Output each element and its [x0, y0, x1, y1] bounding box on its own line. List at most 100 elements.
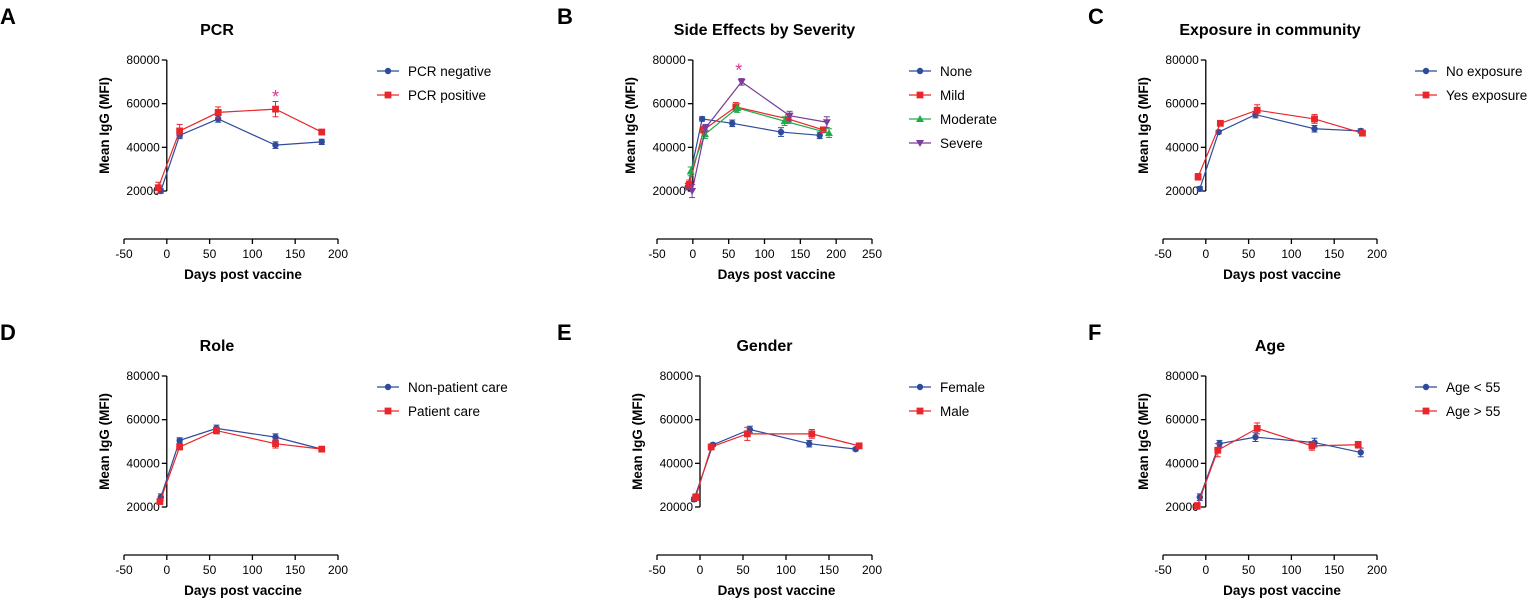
y-tick-label: 20000 — [126, 500, 160, 514]
y-tick-label: 20000 — [126, 184, 160, 198]
y-tick-label: 20000 — [660, 500, 694, 514]
data-point — [1194, 173, 1202, 181]
data-point — [822, 119, 831, 127]
legend-marker — [384, 383, 392, 391]
data-point — [1196, 185, 1204, 193]
x-tick-label: 50 — [1242, 247, 1256, 261]
data-point — [214, 109, 222, 116]
data-point — [819, 126, 827, 134]
y-tick-label: 40000 — [1165, 456, 1199, 470]
legend-item-age-55: Age > 55 — [1415, 404, 1500, 419]
x-tick-label: -50 — [1154, 563, 1172, 577]
chart-panel-b: B Side Effects by Severity 20000 40000 60000… — [557, 4, 997, 282]
series-line-severe — [691, 81, 827, 192]
data-point — [743, 430, 751, 438]
x-tick-label: 200 — [862, 563, 882, 577]
data-point — [688, 188, 697, 195]
series-line-pcr-positive — [157, 108, 323, 188]
x-axis-label: Days post vaccine — [1223, 267, 1341, 282]
data-point — [272, 141, 279, 149]
x-tick-label: 200 — [328, 247, 348, 261]
y-tick-label: 60000 — [660, 413, 694, 427]
legend-label: Patient care — [408, 404, 480, 419]
x-tick-label: 200 — [1367, 563, 1387, 577]
x-tick-label: 200 — [328, 563, 348, 577]
x-tick-label: 100 — [776, 563, 796, 577]
legend-label: Yes exposure — [1446, 88, 1527, 103]
data-point — [1354, 441, 1362, 449]
data-point — [272, 433, 279, 441]
x-tick-label: 150 — [285, 563, 305, 577]
data-point — [855, 442, 863, 450]
panel-letter: A — [0, 4, 16, 29]
y-tick-label: 40000 — [1165, 140, 1199, 154]
data-point — [272, 440, 279, 448]
data-point — [1193, 502, 1201, 510]
data-point — [176, 127, 184, 135]
legend-label: Moderate — [940, 112, 997, 127]
series-pcr-negative — [157, 115, 325, 195]
legend-label: Severe — [940, 136, 983, 151]
data-point — [1253, 106, 1261, 114]
data-point — [1252, 433, 1259, 441]
series-age-55 — [1196, 432, 1364, 501]
data-point — [154, 184, 162, 192]
x-tick-label: 50 — [203, 247, 217, 261]
data-point — [156, 498, 164, 505]
x-tick-label: 100 — [1281, 563, 1301, 577]
x-tick-label: 50 — [1242, 563, 1256, 577]
series-line-male — [695, 433, 860, 498]
legend-label: Male — [940, 404, 969, 419]
y-tick-label: 40000 — [126, 456, 160, 470]
legend-marker — [916, 140, 924, 147]
y-tick-label: 40000 — [652, 140, 686, 154]
data-point — [1359, 129, 1366, 137]
x-tick-label: 0 — [163, 563, 170, 577]
series-female — [690, 425, 859, 503]
data-point — [784, 115, 792, 123]
chart-panel-c: C Exposure in community 20000 40000 60000 800… — [1088, 4, 1527, 282]
chart-title: PCR — [200, 22, 234, 39]
legend-item-yes-exposure: Yes exposure — [1415, 88, 1527, 103]
y-tick-label: 80000 — [660, 369, 694, 383]
legend-marker — [916, 407, 924, 415]
x-tick-label: -50 — [115, 247, 133, 261]
legend-item-none: None — [909, 64, 972, 79]
legend-label: Mild — [940, 88, 965, 103]
x-axis-label: Days post vaccine — [184, 267, 302, 282]
legend-item-age-55: Age < 55 — [1415, 380, 1500, 395]
y-tick-label: 80000 — [652, 53, 686, 67]
x-tick-label: 0 — [689, 247, 696, 261]
y-axis-label: Mean IgG (MFI) — [630, 393, 645, 490]
chart-title: Gender — [736, 338, 792, 355]
y-tick-label: 60000 — [126, 413, 160, 427]
x-tick-label: 50 — [736, 563, 750, 577]
legend-item-no-exposure: No exposure — [1415, 64, 1523, 79]
x-tick-label: 0 — [697, 563, 704, 577]
data-point — [213, 427, 220, 434]
x-tick-label: 100 — [754, 247, 774, 261]
y-axis-label: Mean IgG (MFI) — [623, 77, 638, 174]
x-tick-label: -50 — [1154, 247, 1172, 261]
x-tick-label: 250 — [862, 247, 882, 261]
legend-item-mild: Mild — [909, 88, 965, 103]
legend-label: Age < 55 — [1446, 380, 1500, 395]
data-point — [816, 132, 823, 139]
y-axis-label: Mean IgG (MFI) — [97, 77, 112, 174]
series-moderate — [686, 103, 833, 177]
y-tick-label: 20000 — [1165, 184, 1199, 198]
y-tick-label: 40000 — [126, 140, 160, 154]
data-point — [1308, 442, 1316, 450]
data-point — [272, 105, 279, 113]
x-tick-label: 100 — [1281, 247, 1301, 261]
x-axis-label: Days post vaccine — [718, 583, 836, 598]
chart-title: Age — [1255, 338, 1285, 355]
x-tick-label: 150 — [285, 247, 305, 261]
chart-panel-e: E Gender 20000 40000 60000 80000 Mean IgG (MFI… — [557, 320, 985, 598]
legend-marker — [1422, 91, 1430, 99]
legend-marker — [384, 91, 392, 99]
x-tick-label: -50 — [648, 247, 666, 261]
series-line-pcr-negative — [160, 118, 322, 192]
series-mild — [685, 102, 827, 190]
y-axis-label: Mean IgG (MFI) — [97, 393, 112, 490]
